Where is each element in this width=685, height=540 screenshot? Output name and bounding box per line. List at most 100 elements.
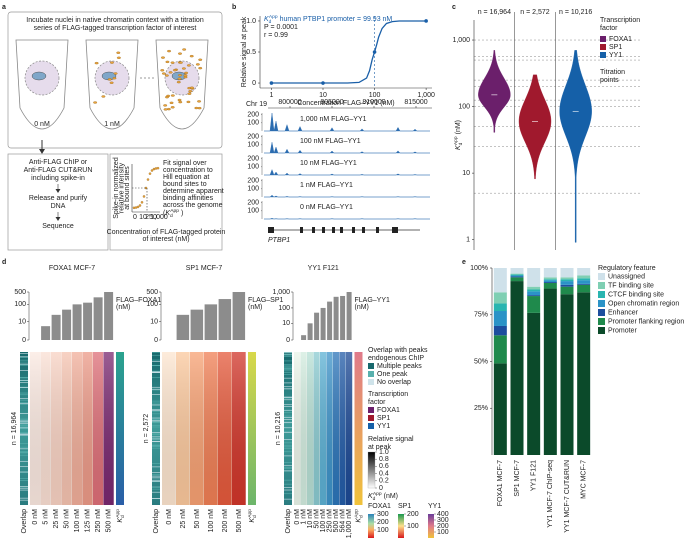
tf-protein bbox=[164, 74, 169, 77]
n-label: n = 2,572 bbox=[143, 414, 150, 443]
tf-protein bbox=[170, 106, 175, 109]
arrow-head bbox=[39, 149, 45, 154]
colorbar-label: 300 bbox=[377, 511, 389, 518]
overlap-stripe bbox=[284, 451, 292, 453]
mini-point bbox=[136, 205, 140, 209]
concentration-bar bbox=[346, 292, 352, 340]
concentration-bar bbox=[83, 302, 93, 340]
bar-segment bbox=[577, 268, 591, 276]
overlap-stripe bbox=[152, 434, 160, 435]
tf-protein bbox=[93, 101, 98, 104]
overlap-stripe bbox=[284, 399, 292, 401]
overlap-stripe bbox=[284, 470, 292, 472]
kd-symbol: KdApp bbox=[247, 509, 258, 523]
overlap-stripe bbox=[284, 352, 292, 354]
overlap-stripe bbox=[152, 432, 160, 433]
overlap-stripe bbox=[152, 386, 160, 388]
overlap-stripe bbox=[284, 370, 292, 372]
kd-sub: d bbox=[120, 515, 126, 518]
tf-protein bbox=[94, 61, 99, 65]
mini-ylabel: at bound sites bbox=[124, 166, 131, 210]
colorbar-label: 0.2 bbox=[379, 478, 389, 485]
overlap-stripe bbox=[152, 372, 160, 373]
legend-swatch bbox=[368, 407, 374, 413]
overlap-stripe bbox=[284, 468, 292, 470]
bar-segment bbox=[560, 286, 574, 295]
x-tick-label: MYC MCF-7 bbox=[581, 460, 588, 499]
kd-sup: App bbox=[453, 136, 459, 145]
exon bbox=[392, 227, 398, 233]
overlap-stripe bbox=[20, 452, 28, 453]
point bbox=[424, 19, 428, 23]
bar-label: FLAG–SP1 bbox=[248, 297, 284, 304]
bar-segment bbox=[493, 292, 507, 304]
overlap-stripe bbox=[284, 372, 292, 373]
kd-base: K bbox=[264, 16, 269, 23]
kd-symbol: (KdApp) bbox=[163, 208, 183, 219]
bar-segment bbox=[510, 268, 524, 274]
fit-text: across the genome bbox=[163, 202, 223, 209]
bar-segment bbox=[543, 268, 557, 278]
overlap-stripe bbox=[152, 361, 160, 362]
kd-symbol: KdApp(nM) bbox=[368, 491, 398, 502]
overlap-stripe bbox=[284, 489, 292, 491]
bar-label: (nM) bbox=[116, 304, 130, 311]
point bbox=[269, 81, 274, 85]
legend-title: factor bbox=[368, 399, 386, 406]
overlap-stripe bbox=[152, 488, 160, 490]
track-label: 0 nM FLAG–YY1 bbox=[300, 204, 353, 211]
kd-sub: d bbox=[269, 19, 272, 25]
fit-text: bound sites to bbox=[163, 181, 207, 188]
legend-swatch bbox=[600, 52, 606, 58]
bar-segment bbox=[510, 276, 524, 278]
legend-swatch bbox=[598, 327, 605, 334]
overlap-stripe bbox=[20, 454, 28, 456]
tf-protein bbox=[177, 98, 182, 102]
bar-segment bbox=[527, 291, 541, 296]
y-axis-label: Relative signal at peak bbox=[241, 16, 248, 87]
overlap-stripe bbox=[20, 446, 28, 448]
legend-swatch bbox=[600, 44, 606, 50]
tf-protein bbox=[113, 72, 118, 75]
tf-protein bbox=[187, 92, 192, 95]
overlap-stripe bbox=[284, 412, 292, 414]
legend-label: FOXA1 bbox=[377, 407, 400, 414]
bar-tick-label: 500 bbox=[146, 289, 158, 296]
overlap-stripe bbox=[284, 356, 292, 358]
overlap-stripe bbox=[152, 352, 160, 353]
overlap-stripe bbox=[284, 446, 292, 448]
concentration-bar bbox=[218, 299, 232, 340]
overlap-stripe bbox=[152, 481, 160, 482]
legend-title: factor bbox=[600, 25, 618, 32]
bar-segment bbox=[527, 268, 541, 287]
overlap-stripe bbox=[152, 420, 160, 421]
exon bbox=[268, 227, 274, 233]
legend-swatch bbox=[598, 291, 605, 298]
kd-sup: App bbox=[353, 509, 359, 518]
bar-segment bbox=[493, 303, 507, 312]
overlap-stripe bbox=[284, 445, 292, 447]
mini-point bbox=[140, 201, 144, 204]
overlap-stripe bbox=[152, 409, 160, 411]
overlap-stripe bbox=[284, 421, 292, 423]
exon bbox=[352, 227, 355, 233]
concentration-bar bbox=[190, 309, 204, 340]
legend-label: SP1 bbox=[377, 415, 390, 422]
overlap-stripe bbox=[152, 421, 160, 422]
fit-text: determine apparent bbox=[163, 188, 224, 195]
ruler-label: 805000 bbox=[320, 99, 343, 106]
kd-symbol: KdApp bbox=[353, 509, 364, 523]
overlap-stripe bbox=[20, 487, 28, 489]
bar-label: (nM) bbox=[355, 304, 369, 311]
x-tick-label: YY1 F121 bbox=[531, 460, 538, 491]
tf-protein bbox=[101, 95, 106, 98]
mini-xtick: 250 bbox=[145, 214, 157, 221]
heatmap-title: FOXA1 MCF-7 bbox=[49, 265, 95, 272]
overlap-stripe bbox=[152, 466, 160, 468]
overlap-stripe bbox=[20, 359, 28, 361]
concentration-bar bbox=[176, 314, 190, 340]
fit-box bbox=[109, 153, 223, 251]
column-label: 250 nM bbox=[327, 509, 334, 533]
colorbar-name: SP1 bbox=[398, 503, 411, 510]
overlap-stripe bbox=[152, 473, 160, 475]
